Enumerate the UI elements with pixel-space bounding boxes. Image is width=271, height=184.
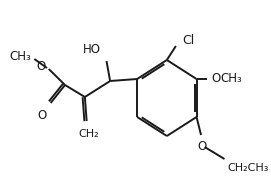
Text: CH₃: CH₃: [220, 72, 242, 86]
Text: Cl: Cl: [182, 35, 194, 47]
Text: HO: HO: [83, 43, 101, 56]
Text: O: O: [211, 72, 220, 86]
Text: O: O: [197, 140, 207, 153]
Text: CH₃: CH₃: [9, 49, 31, 63]
Text: CH₂: CH₂: [78, 129, 99, 139]
Text: O: O: [38, 109, 47, 122]
Text: O: O: [36, 61, 45, 73]
Text: CH₂CH₃: CH₂CH₃: [227, 163, 269, 173]
